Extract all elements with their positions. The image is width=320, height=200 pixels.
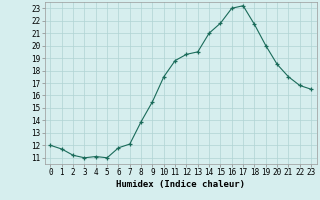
X-axis label: Humidex (Indice chaleur): Humidex (Indice chaleur): [116, 180, 245, 189]
